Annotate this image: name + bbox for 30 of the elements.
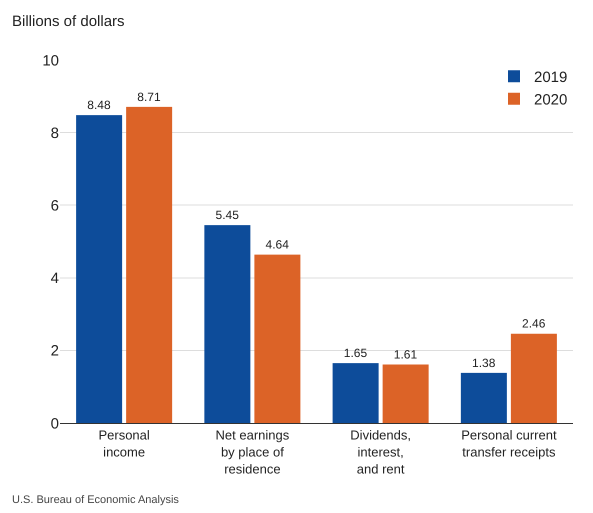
y-axis-title: Billions of dollars [12, 13, 125, 30]
y-tick-label: 2 [50, 342, 59, 360]
bar [254, 254, 300, 423]
bar [332, 363, 379, 423]
y-tick-label: 6 [50, 197, 59, 214]
data-label: 1.61 [394, 348, 418, 362]
text: U.S. Bureau of Economic Analysis [12, 494, 180, 506]
data-label: 5.45 [216, 208, 240, 222]
x-tick-label: Personal income [98, 428, 150, 460]
data-label: 8.48 [87, 98, 111, 112]
y-tick-label: 10 [42, 52, 59, 70]
data-label: 1.65 [344, 346, 368, 360]
bar [382, 364, 429, 423]
x-tick-label: Net earnings by place of residence [216, 428, 290, 476]
legend-label: 2019 [534, 69, 568, 86]
y-tick-label: 4 [50, 270, 59, 288]
x-tick-label: Personal current transfer receipts [461, 428, 557, 460]
bar [126, 106, 172, 423]
y-tick-label: 8 [50, 124, 59, 142]
data-label: 8.71 [137, 90, 161, 104]
bar [510, 334, 557, 423]
x-tick-label: Dividends, interest, and rent [350, 428, 411, 476]
data-label: 1.38 [472, 356, 496, 370]
bar [204, 225, 250, 423]
legend-label: 2020 [534, 92, 568, 109]
data-label: 2.46 [522, 316, 546, 331]
bar [76, 115, 122, 423]
bar [460, 372, 507, 423]
y-tick-label: 0 [50, 415, 59, 432]
data-label: 4.64 [266, 238, 290, 252]
